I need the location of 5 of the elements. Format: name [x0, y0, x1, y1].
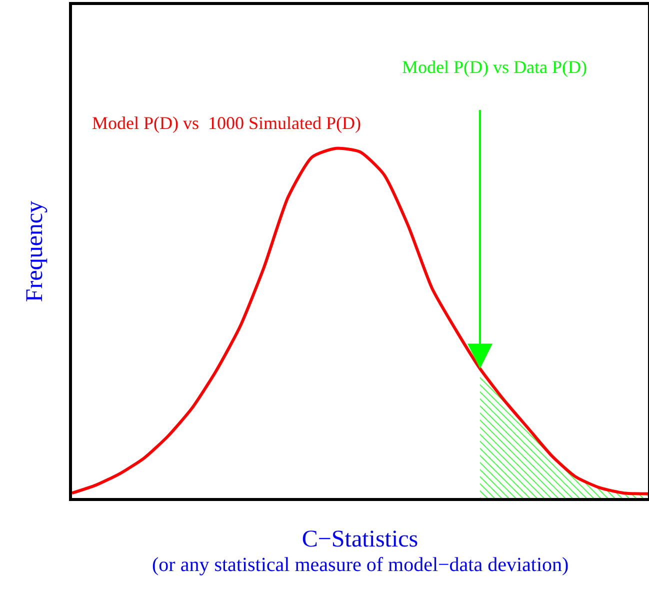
series-label: Model P(D) vs 1000 Simulated P(D) [92, 113, 361, 133]
text: Model P(D) vs Data P(D) [402, 57, 587, 77]
x-axis-title: C−Statistics [302, 526, 418, 552]
text: (or any statistical measure of model−data deviation) [152, 554, 569, 576]
y-axis-title: Frequency [22, 200, 48, 302]
